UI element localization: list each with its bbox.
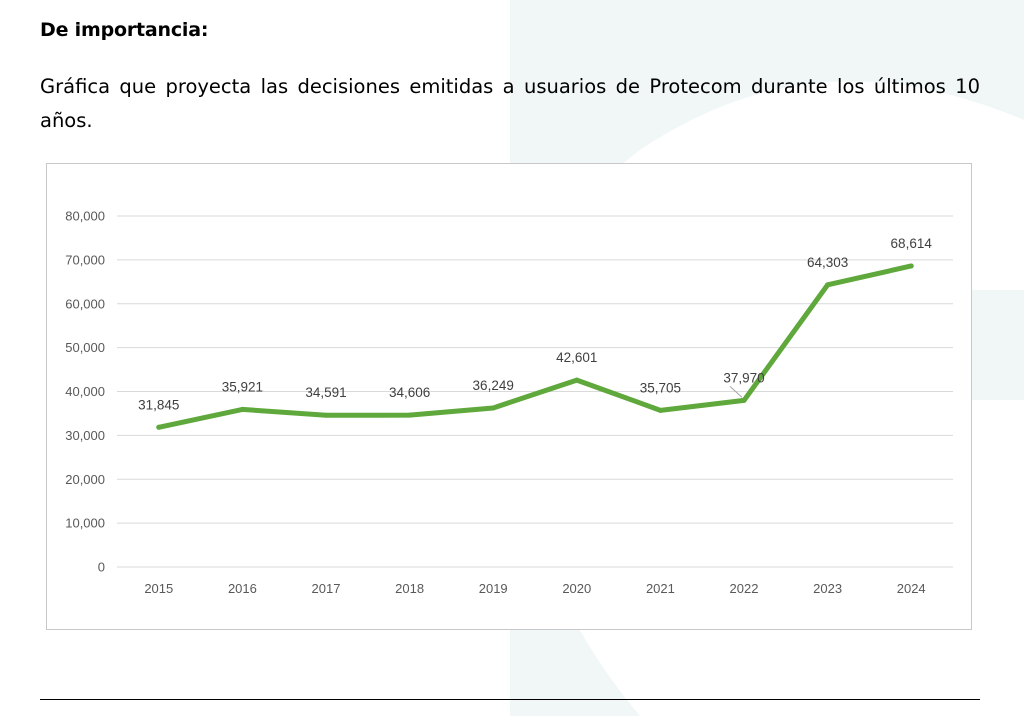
x-tick-label: 2023 [813, 581, 842, 596]
y-tick-label: 10,000 [65, 516, 105, 531]
data-label: 68,614 [891, 236, 933, 251]
data-label: 37,970 [723, 370, 764, 385]
data-label: 42,601 [556, 350, 597, 365]
y-tick-label: 80,000 [65, 209, 105, 224]
y-tick-label: 0 [98, 560, 105, 575]
data-label: 35,921 [222, 379, 263, 394]
y-tick-label: 50,000 [65, 340, 105, 355]
x-tick-label: 2019 [479, 581, 508, 596]
data-point [239, 406, 245, 412]
data-point [490, 405, 496, 411]
data-point [657, 407, 663, 413]
y-tick-label: 20,000 [65, 472, 105, 487]
data-label: 34,591 [305, 385, 346, 400]
data-point [156, 424, 162, 430]
data-label: 35,705 [640, 380, 681, 395]
data-point [908, 263, 914, 269]
footer-divider [40, 699, 980, 700]
data-label: 34,606 [389, 385, 430, 400]
x-tick-label: 2021 [646, 581, 675, 596]
data-point [825, 282, 831, 288]
data-point [323, 412, 329, 418]
data-label: 64,303 [807, 255, 848, 270]
chart-container: 0 10,000 20,000 30,000 40,000 50,000 60,000 70,… [46, 163, 972, 630]
y-tick-label: 70,000 [65, 252, 105, 267]
data-point [574, 377, 580, 383]
x-tick-label: 2022 [730, 581, 759, 596]
line-chart: 0 10,000 20,000 30,000 40,000 50,000 60,000 70,… [65, 209, 953, 596]
x-tick-label: 2020 [562, 581, 591, 596]
section-heading: De importancia: [40, 19, 209, 41]
x-tick-label: 2015 [144, 581, 173, 596]
y-tick-label: 40,000 [65, 384, 105, 399]
series-line [156, 263, 914, 430]
x-tick-label: 2017 [312, 581, 341, 596]
x-tick-label: 2024 [897, 581, 926, 596]
y-tick-label: 60,000 [65, 296, 105, 311]
data-point [407, 412, 413, 418]
data-label: 36,249 [473, 378, 514, 393]
y-tick-label: 30,000 [65, 428, 105, 443]
data-point [741, 397, 747, 403]
data-label: 31,845 [138, 397, 179, 412]
chart-description: Gráfica que proyecta las decisiones emit… [40, 75, 980, 132]
x-tick-label: 2016 [228, 581, 257, 596]
x-tick-label: 2018 [395, 581, 424, 596]
data-label-leader [729, 386, 743, 398]
